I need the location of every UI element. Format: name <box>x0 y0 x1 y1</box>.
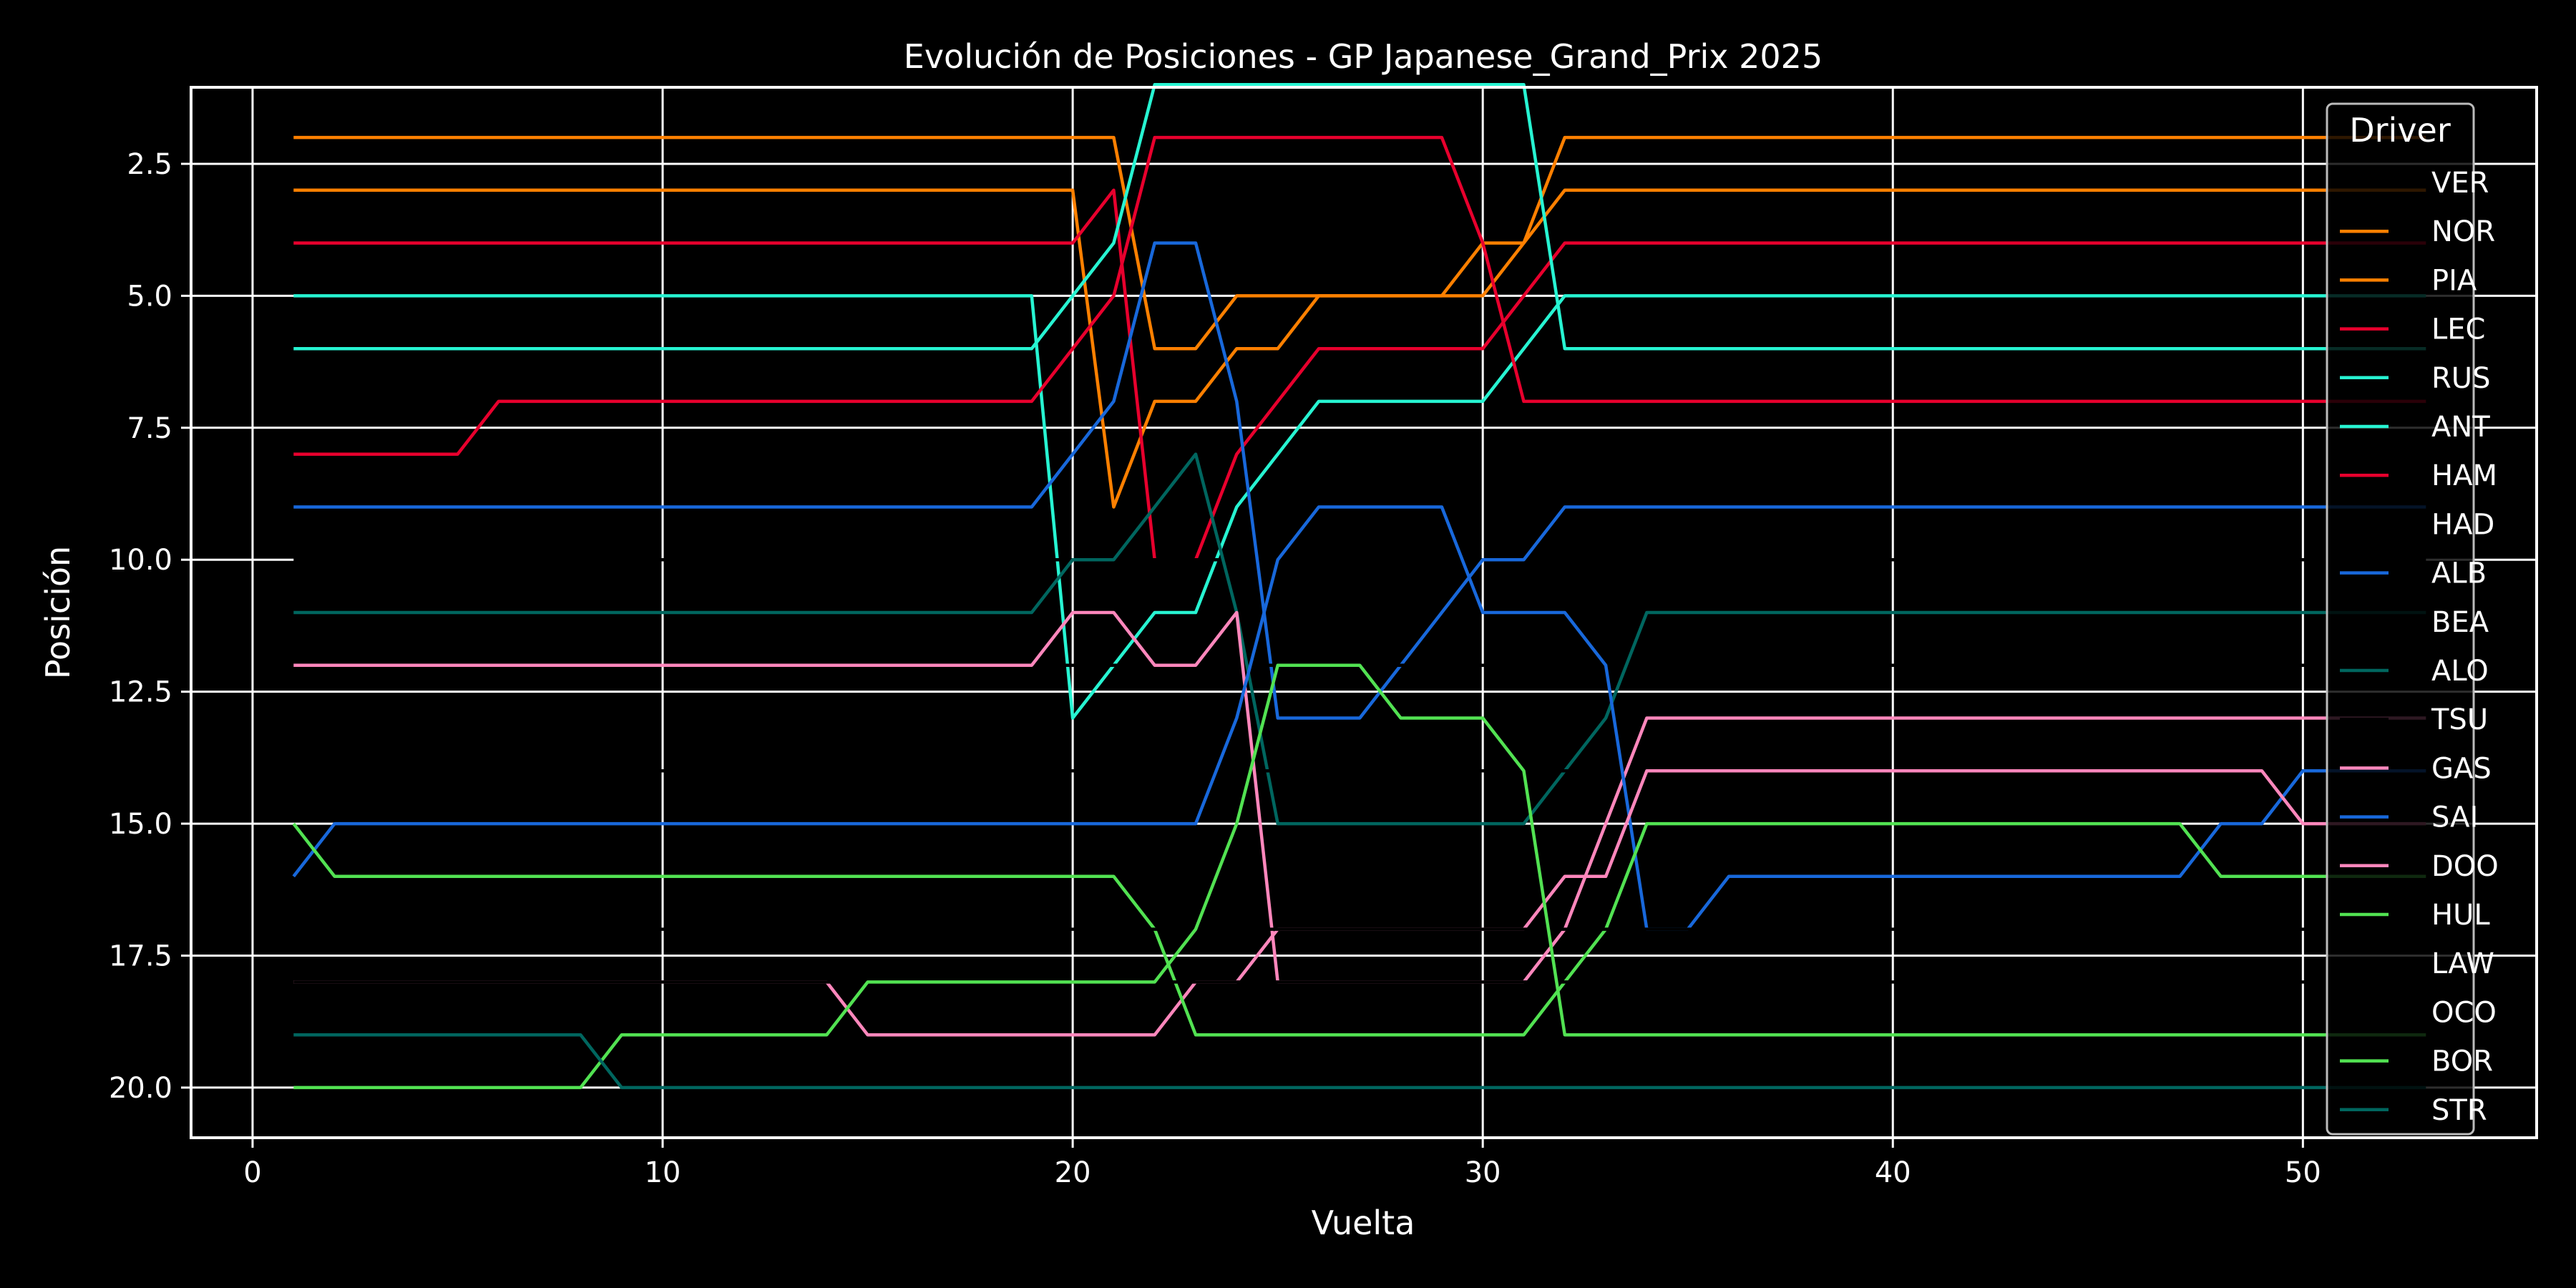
series-line-sai <box>292 505 2426 931</box>
legend-label-bor: BOR <box>2431 1045 2493 1078</box>
series-line-lec <box>293 188 2426 562</box>
series-lines <box>292 83 2426 1090</box>
series-line-ham <box>293 135 2426 456</box>
y-tick-label: 20.0 <box>109 1072 172 1105</box>
legend-label-had: HAD <box>2431 508 2494 541</box>
x-tick-label: 10 <box>645 1156 681 1189</box>
y-tick-label: 2.5 <box>127 148 172 181</box>
series-line-ant <box>293 83 2426 351</box>
legend-box <box>2326 102 2475 1136</box>
y-tick-label: 17.5 <box>109 940 172 972</box>
legend: Driver VER NOR PIA LEC RUS ANT HAM HAD ALB BEA ALO… <box>2326 102 2499 1136</box>
legend-label-lec: LEC <box>2431 313 2486 346</box>
legend-label-tsu: TSU <box>2431 703 2488 736</box>
legend-label-rus: RUS <box>2431 362 2490 395</box>
x-tick-label: 20 <box>1055 1156 1091 1189</box>
y-tick-label: 7.5 <box>127 412 172 445</box>
legend-label-nor: NOR <box>2431 215 2495 248</box>
legend-label-alb: ALB <box>2431 557 2487 590</box>
y-axis-label: Posición <box>39 546 77 679</box>
legend-label-hul: HUL <box>2431 899 2490 932</box>
legend-label-ver: VER <box>2431 167 2489 200</box>
legend-title: Driver <box>2349 111 2451 150</box>
legend-label-sai: SAI <box>2431 801 2478 834</box>
x-tick-label: 30 <box>1465 1156 1501 1189</box>
series-line-gas <box>293 610 2426 984</box>
y-tick-label: 10.0 <box>109 544 172 577</box>
series-line-str <box>293 1033 2426 1090</box>
series-line-bor <box>293 663 2426 1090</box>
x-tick-label: 50 <box>2285 1156 2321 1189</box>
plot-frame <box>190 86 2538 1139</box>
legend-label-law: LAW <box>2431 947 2494 980</box>
legend-label-oco: OCO <box>2431 996 2497 1029</box>
legend-label-str: STR <box>2431 1094 2487 1127</box>
x-tick-label: 0 <box>243 1156 261 1189</box>
legend-label-ant: ANT <box>2431 411 2490 444</box>
series-line-nor <box>293 135 2426 351</box>
series-line-alb <box>293 241 2426 720</box>
series-line-pia <box>293 135 2426 509</box>
y-tick-label: 15.0 <box>109 808 172 841</box>
legend-label-gas: GAS <box>2431 752 2492 785</box>
chart-title: Evolución de Posiciones - GP Japanese_Gr… <box>904 37 1823 76</box>
y-axis-ticks: 2.5 5.0 7.5 10.0 12.5 15.0 17.5 20.0 <box>109 148 191 1105</box>
legend-label-ham: HAM <box>2431 459 2497 492</box>
x-tick-label: 40 <box>1875 1156 1911 1189</box>
y-tick-label: 12.5 <box>109 676 172 709</box>
x-axis-ticks: 0 10 20 30 40 50 <box>243 1138 2321 1189</box>
legend-label-doo: DOO <box>2431 850 2499 883</box>
series-line-hul <box>292 821 2426 1037</box>
y-tick-label: 5.0 <box>127 280 172 313</box>
x-axis-label: Vuelta <box>1312 1204 1415 1242</box>
legend-label-bea: BEA <box>2431 606 2489 639</box>
legend-label-alo: ALO <box>2431 655 2489 688</box>
series-line-rus <box>293 294 2426 720</box>
legend-label-pia: PIA <box>2431 264 2477 297</box>
